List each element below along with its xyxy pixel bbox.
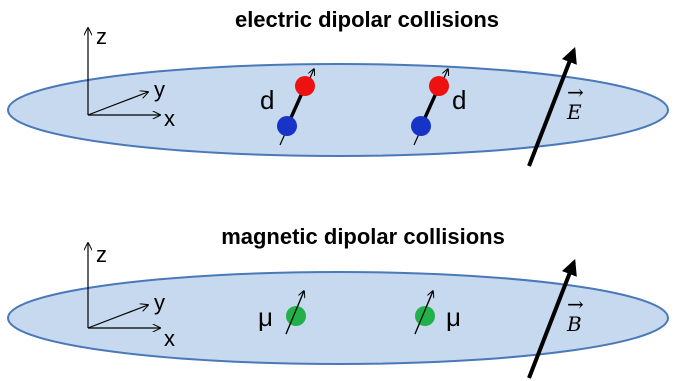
x-axis-label: x xyxy=(164,326,175,351)
magnetic-dipole-left: μ xyxy=(258,290,306,335)
vector-arrow-symbol: → xyxy=(567,80,584,104)
z-axis-label: z xyxy=(96,242,107,267)
y-axis-label: y xyxy=(154,290,165,315)
z-axis-label: z xyxy=(96,24,107,49)
dipole-label-right: d xyxy=(452,85,466,115)
dipole-label-left: μ xyxy=(258,302,273,332)
magnetic-field-arrow xyxy=(527,259,577,379)
electric-field-label: E xyxy=(566,100,582,124)
vector-arrow-symbol: → xyxy=(567,292,584,316)
positive-charge xyxy=(295,76,315,96)
dipole-axis-line xyxy=(414,290,434,335)
dipole-axis-line xyxy=(285,290,305,335)
y-axis-line xyxy=(87,92,148,116)
magnetic-axes: z y x xyxy=(88,242,175,351)
magnetic-field: B → xyxy=(527,259,584,379)
electric-dipole-right: d xyxy=(411,69,466,146)
magnetic-dipole-right: μ xyxy=(414,290,461,335)
dipole-label-right: μ xyxy=(446,302,461,332)
negative-charge xyxy=(277,116,297,136)
y-axis-line xyxy=(87,305,148,329)
electric-field-arrow xyxy=(527,47,577,167)
electric-field: E → xyxy=(527,47,584,167)
electric-panel: electric dipolar collisions z y x d d xyxy=(7,7,669,167)
magnetic-panel-title: magnetic dipolar collisions xyxy=(221,224,505,249)
negative-charge xyxy=(411,116,431,136)
electric-disk xyxy=(7,63,669,157)
electric-axes: z y x xyxy=(88,24,175,131)
positive-charge xyxy=(429,76,449,96)
magnetic-panel: magnetic dipolar collisions z y x μ μ xyxy=(7,224,669,379)
electric-dipole-left: d xyxy=(260,69,315,146)
magnetic-field-label: B xyxy=(566,312,582,336)
magnetic-disk xyxy=(7,271,669,365)
electric-panel-title: electric dipolar collisions xyxy=(235,7,499,32)
x-axis-label: x xyxy=(164,106,175,131)
y-axis-label: y xyxy=(154,77,165,102)
dipole-label-left: d xyxy=(260,85,274,115)
